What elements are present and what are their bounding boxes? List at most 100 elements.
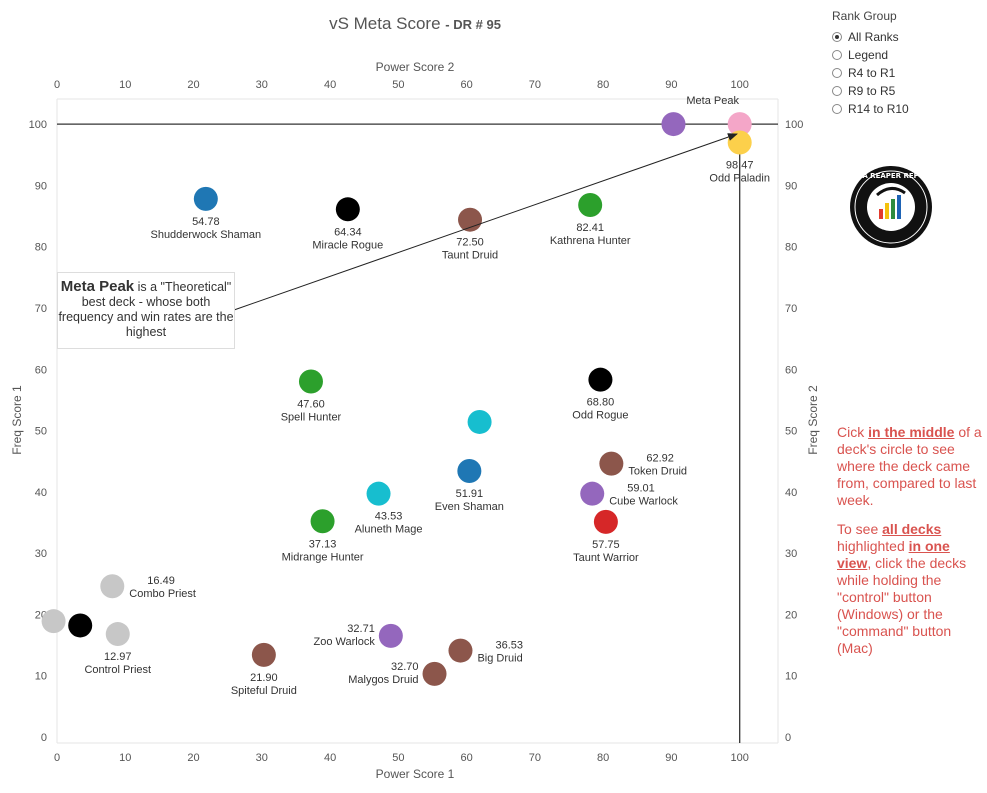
legend-options: All Ranks Legend R4 to R1 R9 to R5 R14 to R1… xyxy=(832,28,909,118)
y-tick-right: 90 xyxy=(785,180,797,192)
radio-icon[interactable] xyxy=(832,32,842,42)
deck-score-label: 62.92 xyxy=(646,453,674,465)
help-p2-c: highlighted xyxy=(837,538,909,554)
radio-icon[interactable] xyxy=(832,68,842,78)
y-tick-right: 20 xyxy=(785,609,797,621)
radio-icon[interactable] xyxy=(832,104,842,114)
legend-option-all-ranks[interactable]: All Ranks xyxy=(832,28,909,46)
x-tick-bottom: 60 xyxy=(460,752,472,764)
title-main: vS Meta Score xyxy=(329,14,441,33)
legend-option-label: Legend xyxy=(848,48,889,62)
deck-point-taunt-warrior[interactable] xyxy=(593,509,618,534)
y-axis-title-left: Freq Score 1 xyxy=(10,385,24,455)
y-tick-right: 70 xyxy=(785,303,797,315)
deck-name-label: Combo Priest xyxy=(129,588,196,600)
deck-point-shudderwock-shaman[interactable] xyxy=(193,186,218,211)
y-tick-left: 100 xyxy=(29,119,47,131)
deck-point-kathrena-hunter[interactable] xyxy=(578,193,603,218)
annotation-text: is a "Theoretical" best deck - whose bot… xyxy=(58,280,234,339)
y-tick-right: 40 xyxy=(785,487,797,499)
x-tick-bottom: 50 xyxy=(392,752,404,764)
deck-point-unlabeled[interactable] xyxy=(41,609,66,634)
y-tick-left: 10 xyxy=(35,671,47,683)
x-tick-top: 0 xyxy=(54,79,60,91)
deck-point-miracle-rogue[interactable] xyxy=(335,197,360,222)
deck-point-unlabeled[interactable] xyxy=(467,409,492,434)
deck-score-label: 16.49 xyxy=(147,575,175,587)
deck-point-midrange-hunter[interactable] xyxy=(310,509,335,534)
deck-score-label: 37.13 xyxy=(309,538,337,550)
deck-point-control-priest[interactable] xyxy=(105,622,130,647)
y-tick-right: 80 xyxy=(785,242,797,254)
legend-option-r9-to-r5[interactable]: R9 to R5 xyxy=(832,82,909,100)
legend-option-r14-to-r10[interactable]: R14 to R10 xyxy=(832,100,909,118)
y-tick-right: 30 xyxy=(785,548,797,560)
deck-point-unlabeled[interactable] xyxy=(661,112,686,137)
x-tick-top: 40 xyxy=(324,79,336,91)
meta-peak-annotation: Meta Peak is a "Theoretical" best deck -… xyxy=(57,272,235,349)
deck-score-label: 59.01 xyxy=(627,483,655,495)
deck-score-label: 98.47 xyxy=(726,159,754,171)
deck-point-unlabeled[interactable] xyxy=(68,613,93,638)
deck-point-spiteful-druid[interactable] xyxy=(251,642,276,667)
deck-point-even-shaman[interactable] xyxy=(457,459,482,484)
deck-point-meta-peak[interactable] xyxy=(727,112,752,137)
help-text: Cick in the middle of a deck's circle to… xyxy=(837,424,985,669)
deck-score-label: 82.41 xyxy=(576,222,604,234)
deck-name-label: Miracle Rogue xyxy=(312,239,383,251)
legend-title: Rank Group xyxy=(832,9,897,23)
y-tick-right: 50 xyxy=(785,426,797,438)
radio-icon[interactable] xyxy=(832,86,842,96)
deck-point-cube-warlock[interactable] xyxy=(580,481,605,506)
x-tick-bottom: 10 xyxy=(119,752,131,764)
y-tick-right: 10 xyxy=(785,671,797,683)
y-tick-right: 60 xyxy=(785,364,797,376)
legend-option-r4-to-r1[interactable]: R4 to R1 xyxy=(832,64,909,82)
deck-score-label: 36.53 xyxy=(495,640,523,652)
deck-name-label: Taunt Druid xyxy=(442,250,498,262)
deck-point-odd-rogue[interactable] xyxy=(588,367,613,392)
logo-text: DATA REAPER REPORT xyxy=(849,172,933,180)
y-tick-left: 80 xyxy=(35,242,47,254)
x-tick-bottom: 20 xyxy=(187,752,199,764)
deck-point-big-druid[interactable] xyxy=(448,638,473,663)
deck-point-combo-priest[interactable] xyxy=(100,574,125,599)
deck-point-zoo-warlock[interactable] xyxy=(378,623,403,648)
deck-score-label: 64.34 xyxy=(334,226,362,238)
y-tick-left: 40 xyxy=(35,487,47,499)
deck-name-label: Zoo Warlock xyxy=(314,636,376,648)
help-p2-b: all decks xyxy=(882,521,942,537)
help-paragraph-2: To see all decks highlighted in one view… xyxy=(837,521,985,657)
deck-name-label: Taunt Warrior xyxy=(573,552,639,564)
legend-option-legend[interactable]: Legend xyxy=(832,46,909,64)
help-p2-a: To see xyxy=(837,521,883,537)
deck-point-spell-hunter[interactable] xyxy=(298,369,323,394)
deck-name-label: Odd Rogue xyxy=(572,410,628,422)
deck-name-label: Malygos Druid xyxy=(348,674,418,686)
deck-name-label: Control Priest xyxy=(84,664,151,676)
radio-icon[interactable] xyxy=(832,50,842,60)
deck-point-odd-paladin[interactable] xyxy=(727,130,752,155)
y-tick-left: 90 xyxy=(35,180,47,192)
deck-score-label: 54.78 xyxy=(192,216,220,228)
deck-name-label: Kathrena Hunter xyxy=(550,235,631,247)
annotation-arrow xyxy=(233,133,738,311)
deck-score-label: 32.70 xyxy=(391,661,419,673)
legend-option-label: All Ranks xyxy=(848,30,899,44)
deck-point-token-druid[interactable] xyxy=(599,451,624,476)
x-tick-bottom: 80 xyxy=(597,752,609,764)
rank-group-legend: Rank Group All Ranks Legend R4 to R1 R9 to … xyxy=(832,9,909,118)
deck-score-label: 72.50 xyxy=(456,237,484,249)
deck-point-aluneth-mage[interactable] xyxy=(366,481,391,506)
deck-name-label: Spiteful Druid xyxy=(231,685,297,697)
deck-point-taunt-druid[interactable] xyxy=(458,207,483,232)
legend-option-label: R4 to R1 xyxy=(848,66,896,80)
legend-option-label: R9 to R5 xyxy=(848,84,896,98)
x-tick-top: 50 xyxy=(392,79,404,91)
legend-option-label: R14 to R10 xyxy=(848,102,909,116)
help-p1-c: of a deck's circle to see where the deck… xyxy=(837,424,982,508)
deck-point-malygos-druid[interactable] xyxy=(422,661,447,686)
deck-score-label: 43.53 xyxy=(375,511,403,523)
deck-name-label: Even Shaman xyxy=(435,501,504,513)
